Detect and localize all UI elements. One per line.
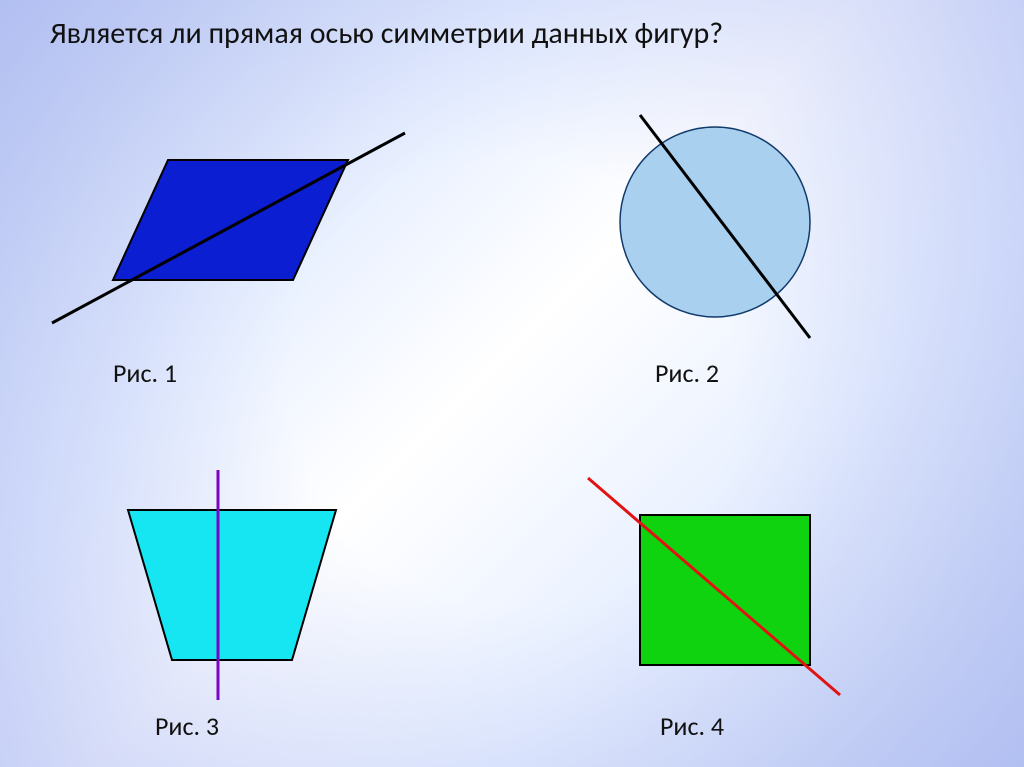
caption-fig-3: Рис. 3 [155,710,219,742]
question-text: Является ли прямая осью симметрии данных… [50,15,950,52]
square-shape [640,515,810,665]
trapezoid-shape [128,510,336,660]
figure-2-circle [620,115,810,338]
caption-fig-2: Рис. 2 [655,357,719,389]
caption-fig-4: Рис. 4 [660,710,724,742]
parallelogram-shape [113,160,348,280]
caption-fig-1: Рис. 1 [113,357,177,389]
circle-shape [620,127,810,317]
figure-3-trapezoid [128,470,336,700]
figure-1-parallelogram [52,133,405,323]
figure-4-square [588,478,840,695]
